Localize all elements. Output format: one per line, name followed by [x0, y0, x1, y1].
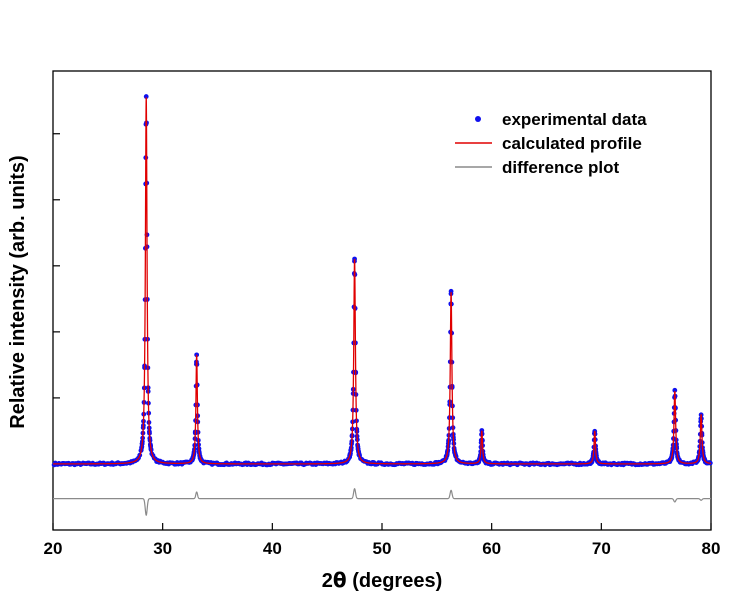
calculated-profile-layer	[53, 97, 712, 465]
y-axis-title: Relative intensity (arb. units)	[7, 155, 29, 428]
x-tick-label: 50	[373, 539, 392, 558]
x-tick-label: 80	[702, 539, 721, 558]
experimental-data-point	[143, 94, 149, 99]
x-tick-label: 60	[482, 539, 501, 558]
x-axis-title: 2θ (degrees)	[322, 568, 442, 592]
x-axis-title-suffix: (degrees)	[347, 570, 443, 592]
experimental-data-point	[672, 387, 678, 393]
difference-plot-layer	[53, 488, 711, 516]
x-tick-label: 20	[44, 539, 63, 558]
x-axis-title-theta: θ	[333, 568, 347, 592]
x-tick-label: 70	[592, 539, 611, 558]
experimental-data-point	[352, 256, 357, 262]
legend-label-difference: difference plot	[502, 158, 619, 177]
x-tick-label: 40	[263, 539, 282, 558]
difference-plot-line	[53, 488, 711, 516]
calculated-profile-line	[53, 97, 712, 465]
legend-marker-experimental	[475, 116, 481, 122]
axes-layer: 20 30 40 50 60 70 80	[44, 133, 721, 558]
experimental-data-point	[448, 288, 454, 294]
legend-label-experimental: experimental data	[502, 110, 647, 129]
x-tick-label: 30	[153, 539, 172, 558]
x-axis-title-prefix: 2	[322, 570, 333, 592]
legend: experimental data calculated profile dif…	[455, 110, 647, 177]
legend-label-calculated: calculated profile	[502, 134, 642, 153]
